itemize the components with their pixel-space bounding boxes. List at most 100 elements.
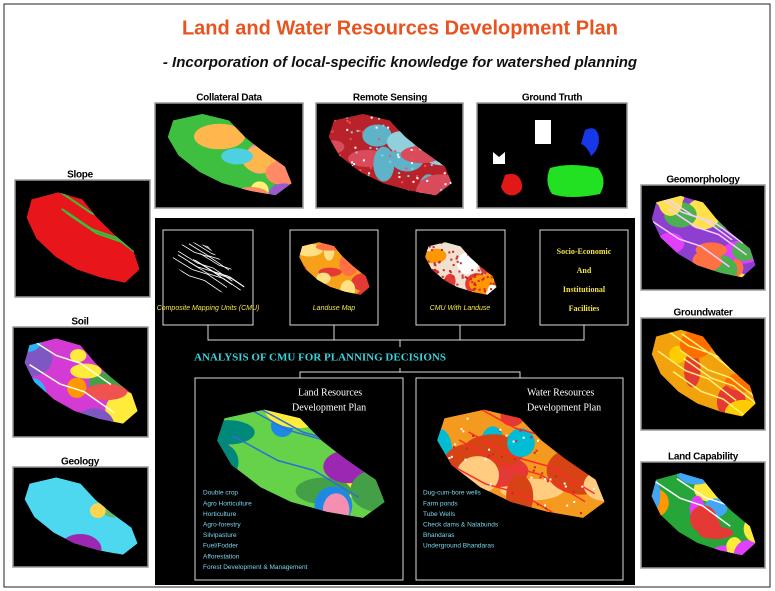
- input-caption: Landuse Map: [313, 305, 356, 312]
- map-line: [172, 257, 228, 288]
- map-speck: [465, 277, 468, 280]
- map-speck: [512, 440, 515, 443]
- map-speck: [368, 172, 371, 175]
- plan-item: Agro-forestry: [203, 522, 241, 529]
- map-speck: [449, 271, 452, 274]
- map-speck: [536, 503, 539, 506]
- map-speck: [358, 129, 361, 132]
- map-speck: [397, 156, 400, 159]
- map-patch: [265, 159, 292, 186]
- map-speck: [442, 269, 445, 272]
- inner-frames: [162, 229, 629, 581]
- map-speck: [419, 148, 422, 151]
- map-speck: [378, 117, 381, 120]
- map-speck: [462, 430, 465, 433]
- map-speck: [532, 469, 535, 472]
- map-speck: [333, 119, 336, 122]
- map-speck: [452, 446, 455, 449]
- map-line: [653, 195, 733, 241]
- map-base: [26, 192, 140, 283]
- plan-title: Water Resources: [527, 387, 594, 398]
- map-speck: [346, 120, 349, 123]
- map-speck: [434, 268, 437, 271]
- plan-item: Horticulture: [203, 511, 237, 518]
- input-caption: CMU With Landuse: [430, 305, 491, 312]
- map-blob: [581, 128, 599, 156]
- map-blob: [547, 165, 604, 197]
- map-speck: [424, 164, 427, 167]
- map-speck: [398, 175, 401, 178]
- input-caption: Composite Mapping Units (CMU): [157, 305, 260, 312]
- map-speck: [490, 276, 493, 279]
- map-speck: [486, 276, 489, 279]
- map-speck: [433, 263, 436, 266]
- map-speck: [484, 290, 487, 293]
- map-speck: [489, 282, 492, 285]
- plan-item: Bhandaras: [423, 532, 455, 539]
- map-image: [172, 242, 245, 295]
- map-speck: [354, 146, 357, 149]
- map-speck: [370, 116, 373, 119]
- map-speck: [396, 153, 399, 156]
- map-speck: [345, 116, 348, 119]
- title: Land and Water Resources Development Pla…: [182, 17, 618, 39]
- map-line: [679, 349, 756, 400]
- map-speck: [536, 439, 539, 442]
- plan-item: Dug-cum-bore wells: [423, 490, 482, 497]
- map-speck: [416, 177, 419, 180]
- map-speck: [572, 490, 575, 493]
- map-speck: [441, 275, 444, 278]
- plan-item: Farm ponds: [423, 500, 458, 507]
- map-blob: [535, 120, 551, 144]
- map-speck: [443, 278, 446, 281]
- map-speck: [443, 172, 446, 175]
- map-speck: [472, 288, 475, 291]
- map-speck: [389, 160, 392, 163]
- map-speck: [375, 126, 378, 129]
- map-speck: [452, 275, 455, 278]
- map-patch: [690, 505, 717, 533]
- plan-item: Double crop: [203, 490, 238, 497]
- analysis-heading: ANALYSIS OF CMU FOR PLANNING DECISIONS: [194, 352, 446, 364]
- map-speck: [416, 175, 419, 178]
- map-speck: [452, 250, 455, 253]
- map-speck: [432, 193, 435, 196]
- plan-title: Land Resources: [298, 387, 362, 398]
- map-speck: [405, 167, 408, 170]
- map-speck: [449, 270, 452, 273]
- map-speck: [449, 182, 452, 185]
- map-speck: [349, 138, 352, 141]
- map-patch: [70, 363, 102, 379]
- map-speck: [488, 454, 491, 457]
- map-speck: [535, 449, 538, 452]
- map-speck: [533, 451, 536, 454]
- map-speck: [490, 288, 493, 291]
- map-speck: [350, 131, 353, 134]
- map-speck: [477, 269, 480, 272]
- map-speck: [450, 455, 453, 458]
- map-line: [25, 338, 112, 386]
- map-speck: [481, 272, 484, 275]
- panel-label: Collateral Data: [196, 93, 262, 104]
- map-patch: [351, 272, 370, 292]
- map-speck: [544, 507, 547, 510]
- map-speck: [456, 283, 459, 286]
- map-speck: [430, 163, 433, 166]
- map-speck: [505, 434, 508, 437]
- map-patch: [316, 272, 331, 284]
- map-speck: [515, 440, 518, 443]
- map-speck: [369, 166, 372, 169]
- map-speck: [581, 485, 584, 488]
- map-speck: [474, 287, 477, 290]
- map-patch: [194, 123, 245, 150]
- map-patch: [85, 383, 128, 401]
- panel-label: Land Capability: [668, 452, 739, 463]
- map-speck: [411, 167, 414, 170]
- map-speck: [361, 131, 364, 134]
- map-speck: [432, 246, 435, 249]
- map-speck: [487, 455, 490, 458]
- map-blob: [501, 173, 523, 196]
- map-speck: [471, 281, 474, 284]
- map-speck: [481, 278, 484, 281]
- map-speck: [454, 443, 457, 446]
